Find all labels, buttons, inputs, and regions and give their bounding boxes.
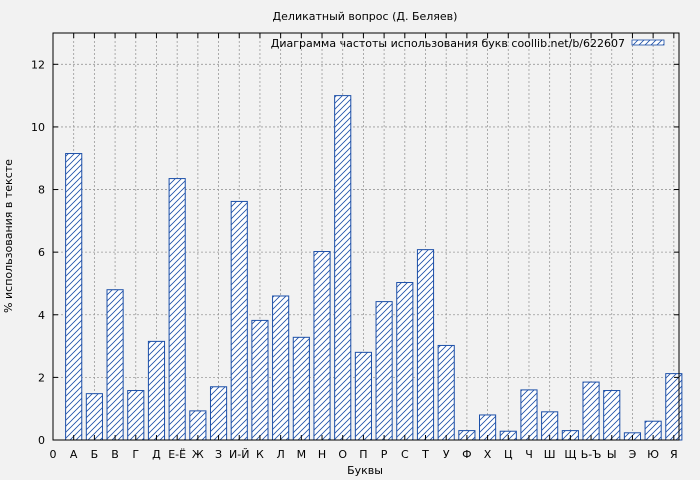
bar	[603, 390, 621, 441]
bar	[85, 393, 103, 441]
x-tick-label: И-Й	[229, 448, 249, 461]
bar	[582, 381, 600, 441]
plot-frame	[52, 32, 680, 441]
x-tick-label: Д	[152, 448, 161, 461]
x-axis-label: Буквы	[347, 464, 383, 477]
x-tick-label: Ц	[504, 448, 513, 461]
x-tick-label: Ь-Ъ	[581, 448, 602, 461]
x-tick-label: К	[256, 448, 264, 461]
x-tick-label: Х	[484, 448, 492, 461]
y-axis-label: % использования в тексте	[2, 159, 15, 313]
bar	[437, 344, 455, 441]
x-tick-label: Е-Ё	[168, 448, 186, 461]
bar	[209, 386, 228, 441]
y-tick-label: 10	[31, 121, 45, 134]
x-tick-label: С	[401, 448, 409, 461]
x-tick-label: Ч	[525, 448, 533, 461]
x-tick-label: З	[215, 448, 222, 461]
bar	[375, 301, 393, 441]
bar	[127, 390, 145, 441]
bar	[520, 389, 538, 441]
x-tick-label: Г	[132, 448, 139, 461]
x-tick-label: Ы	[607, 448, 617, 461]
x-tick-label: П	[359, 448, 367, 461]
y-tick-labels: 0 2 4 6 8 10 12	[31, 58, 45, 447]
bar	[354, 351, 372, 441]
x-tick-label: Н	[318, 448, 326, 461]
axes	[52, 32, 680, 441]
bar	[292, 336, 310, 441]
x-tick-label: Щ	[564, 448, 576, 461]
x-tick-label: У	[443, 448, 450, 461]
x-tick-label: В	[111, 448, 119, 461]
legend-swatch	[631, 39, 665, 46]
y-tick-label: 4	[38, 309, 45, 322]
bar	[334, 95, 352, 441]
x-tick-label: А	[70, 448, 78, 461]
x-tick-label: Т	[421, 448, 429, 461]
bar	[272, 295, 290, 441]
x-tick-label: Ф	[462, 448, 471, 461]
x-tick-label: Я	[670, 448, 678, 461]
x-tick-label: Ю	[647, 448, 659, 461]
x-tick-label: Р	[381, 448, 388, 461]
legend-label: Диаграмма частоты использования букв coo…	[271, 37, 625, 50]
y-tick-label: 0	[38, 434, 45, 447]
x-tick-label: 0	[50, 448, 57, 461]
bar	[230, 200, 248, 441]
x-tick-label: Л	[276, 448, 284, 461]
x-tick-labels: 0 А Б В Г Д Е-Ё Ж З И-Й К Л М Н О П Р С Т У Ф Х Ц Ч Ш Щ Ь-Ъ Ы Э Ю Я	[50, 448, 678, 461]
x-tick-label: Ж	[192, 448, 204, 461]
bars	[65, 95, 683, 441]
bar	[313, 251, 331, 441]
y-tick-label: 12	[31, 58, 45, 71]
bar	[168, 178, 186, 441]
bar	[416, 249, 435, 441]
x-tick-label: М	[297, 448, 307, 461]
bar	[251, 319, 269, 441]
x-tick-label: О	[338, 448, 347, 461]
legend: Диаграмма частоты использования букв coo…	[271, 37, 665, 50]
bar	[396, 282, 414, 441]
bar	[65, 153, 83, 441]
chart-title: Деликатный вопрос (Д. Беляев)	[273, 10, 458, 23]
x-tick-label: Ш	[544, 448, 556, 461]
bar	[106, 289, 124, 441]
x-tick-label: Э	[629, 448, 637, 461]
y-tick-label: 8	[38, 184, 45, 197]
x-tick-label: Б	[91, 448, 99, 461]
y-tick-label: 2	[38, 371, 45, 384]
y-tick-label: 6	[38, 246, 45, 259]
bar	[147, 340, 166, 441]
